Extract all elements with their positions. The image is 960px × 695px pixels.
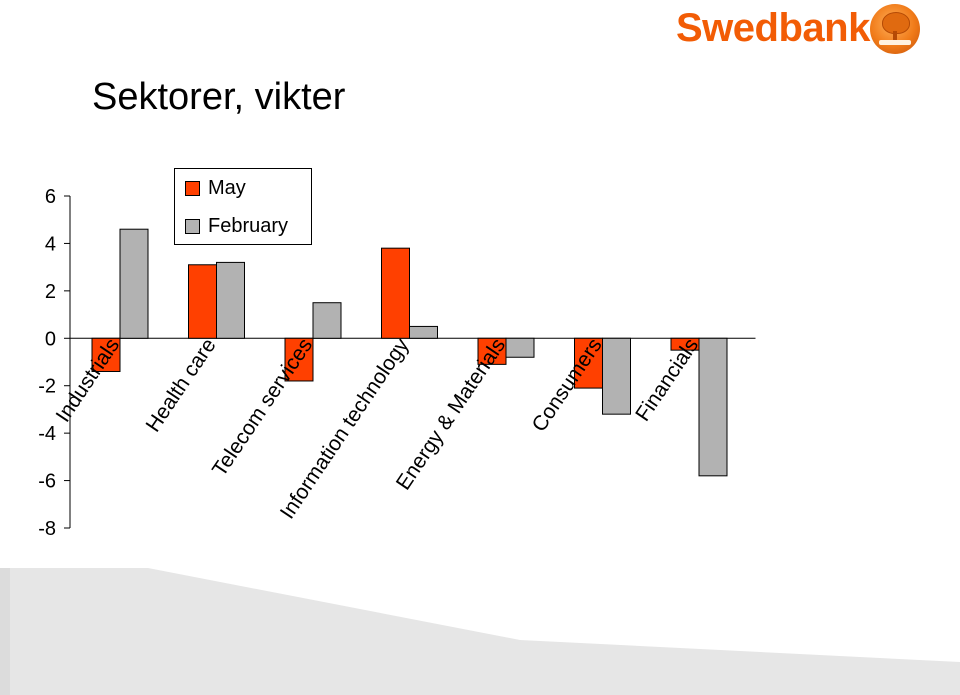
bar-may-0 (91, 337, 121, 372)
bar-february-0 (119, 228, 149, 339)
bar-february-3 (409, 325, 438, 339)
bar-may-3 (381, 247, 410, 339)
y-tick-label: -4 (38, 423, 56, 445)
bar-february-4 (505, 337, 535, 358)
bar-february-1 (216, 261, 245, 339)
bar-may-4 (477, 337, 507, 365)
y-tick-labels: -8 -6 -4 -2 0 2 4 6 (38, 186, 56, 540)
y-tick-label: -2 (38, 376, 56, 398)
y-tick-label: 6 (45, 186, 56, 208)
legend-swatch-may (185, 180, 200, 196)
chart-legend: May February (174, 168, 312, 245)
category-label: Energy & Materials (392, 334, 510, 494)
brand-logo: Swedbank (676, 4, 926, 58)
legend-entry-february: February (185, 214, 288, 238)
y-tick-label: 4 (45, 233, 56, 255)
bars (91, 228, 728, 477)
legend-label-may: May (208, 176, 246, 199)
bar-february-5 (602, 337, 631, 415)
oak-tree-seal-icon (870, 4, 920, 54)
bar-may-2 (284, 337, 314, 382)
y-tick-label: -8 (38, 518, 56, 540)
y-tick-label: 2 (45, 281, 56, 303)
y-tick-label: -6 (38, 471, 56, 493)
category-label: Industrials (52, 334, 125, 426)
bar-february-6 (698, 337, 728, 477)
category-label: Health care (142, 334, 221, 436)
bar-february-2 (312, 302, 342, 339)
legend-swatch-february (185, 218, 200, 234)
y-tick-label: 0 (45, 328, 56, 350)
category-label: Financials (631, 334, 703, 425)
legend-label-february: February (208, 214, 289, 237)
slide-title: Sektorer, vikter (92, 76, 346, 118)
bar-may-1 (188, 264, 217, 339)
brand-name: Swedbank (676, 6, 870, 50)
legend-entry-may: May (185, 176, 246, 200)
category-label: Telecom services (208, 334, 317, 480)
